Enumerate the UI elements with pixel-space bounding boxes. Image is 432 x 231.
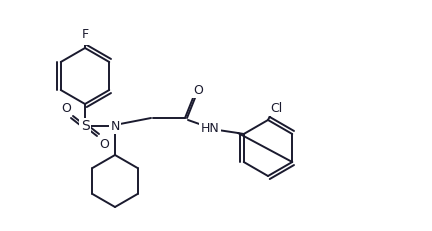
Text: O: O bbox=[99, 137, 109, 151]
Text: O: O bbox=[61, 101, 71, 115]
Text: N: N bbox=[110, 119, 120, 133]
Text: S: S bbox=[81, 119, 89, 133]
Text: Cl: Cl bbox=[270, 101, 282, 115]
Text: F: F bbox=[82, 30, 89, 43]
Text: O: O bbox=[193, 83, 203, 97]
Text: F: F bbox=[82, 28, 89, 42]
Text: HN: HN bbox=[200, 122, 219, 134]
